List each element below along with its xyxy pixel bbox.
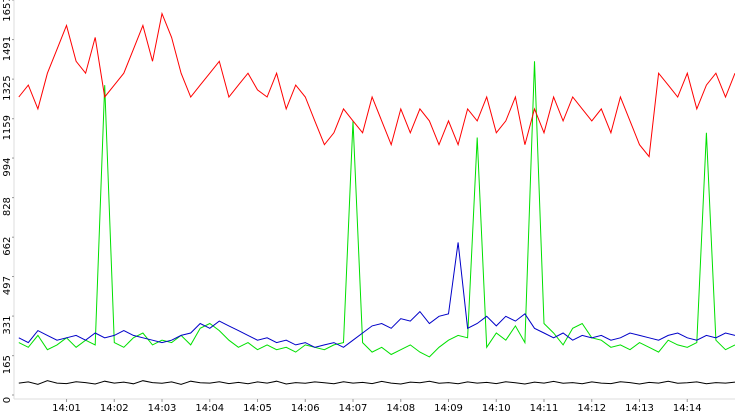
x-tick-label: 14:04: [195, 403, 224, 414]
x-tick-label: 14:02: [100, 403, 129, 414]
x-tick-label: 14:03: [148, 403, 177, 414]
y-tick-label: 828: [2, 197, 13, 216]
series-line: [18, 61, 735, 358]
y-tick-label: 994: [2, 158, 13, 177]
x-tick-label: 14:06: [291, 403, 320, 414]
x-tick-label: 14:10: [482, 403, 511, 414]
y-tick-label: 1159: [2, 115, 13, 140]
x-tick-label: 14:13: [625, 403, 654, 414]
x-tick-label: 14:08: [386, 403, 415, 414]
y-tick-label: 331: [2, 316, 13, 335]
x-tick-label: 14:05: [243, 403, 272, 414]
x-tick-label: 14:11: [530, 403, 559, 414]
y-tick-label: 497: [2, 276, 13, 295]
x-tick-label: 14:09: [434, 403, 463, 414]
y-tick-label: 662: [2, 237, 13, 256]
series-line: [18, 380, 735, 385]
y-tick-label: 165: [2, 355, 13, 374]
y-tick-label: 1491: [2, 36, 13, 61]
x-tick-label: 14:01: [52, 403, 81, 414]
y-tick-label: 1657: [2, 0, 13, 22]
series-line: [18, 242, 735, 348]
series-line: [18, 11, 735, 158]
y-tick-label: 0: [2, 397, 13, 403]
y-tick-label: 1325: [2, 75, 13, 100]
x-tick-label: 14:14: [673, 403, 702, 414]
x-tick-label: 14:12: [577, 403, 606, 414]
x-tick-label: 14:07: [339, 403, 368, 414]
